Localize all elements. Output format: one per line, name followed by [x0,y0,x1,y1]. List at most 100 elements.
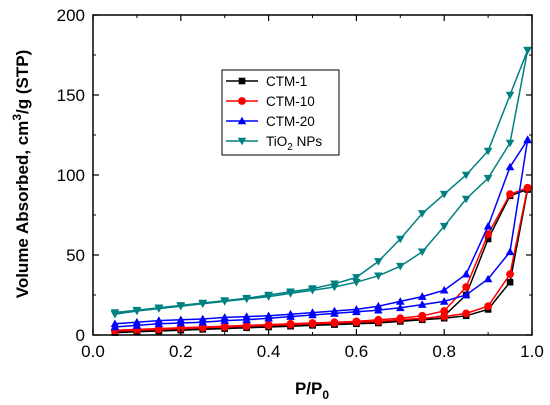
data-point [484,302,492,311]
data-point [132,306,142,315]
data-point [417,300,427,308]
data-point [286,288,295,297]
data-point [374,315,383,324]
x-tick-label: 0.0 [81,342,105,361]
x-tick-label: 1.0 [520,342,544,361]
data-point [418,311,427,320]
data-point [483,174,493,183]
x-tick-label: 0.4 [257,342,281,361]
data-point [439,297,449,305]
legend-label-name: TiO [266,134,287,149]
data-point [238,97,246,105]
data-point [417,292,427,300]
data-point [396,235,405,244]
data-point [242,321,251,330]
series-3 [110,46,532,319]
data-point [330,280,339,289]
data-point [238,77,246,85]
data-point [461,195,471,204]
data-point [461,290,471,299]
legend-label-name: CTM-1 [266,74,307,89]
data-point [374,301,383,310]
data-point [396,262,405,271]
data-point [237,137,247,146]
data-point [374,272,383,281]
data-point [176,302,186,310]
data-point [523,135,532,144]
data-point [220,313,229,321]
data-point [505,91,515,100]
y-tick-label: 0 [76,326,85,345]
data-point [264,320,273,329]
data-point [308,319,317,327]
data-point [110,309,120,317]
data-point [352,305,361,313]
legend-item-0: CTM-1 [226,74,307,89]
y-axis-title-main: Volume Absorbed, cm [13,121,32,299]
x-tick-label: 0.2 [169,342,193,361]
legend-item-3: TiO2 NPs [226,134,322,153]
x-tick-label: 0.6 [345,342,369,361]
data-point [264,291,273,300]
data-point [462,309,471,318]
legend-label: CTM-10 [266,94,315,109]
plot-background [93,15,532,335]
data-point [110,319,120,328]
legend-label-name: CTM-20 [266,114,315,129]
data-point [396,303,405,312]
data-point [440,312,449,321]
data-point [352,278,361,287]
data-point [308,308,317,316]
data-point [483,147,493,156]
legend-item-2: CTM-20 [226,114,315,129]
data-point [154,316,164,324]
y-tick-label: 200 [57,6,85,25]
data-point [352,274,361,282]
data-point [237,116,247,125]
y-tick-label: 100 [57,166,85,185]
data-point [308,285,317,293]
legend-label-name: CTM-10 [266,94,315,109]
data-point [439,222,449,231]
data-point [374,258,383,266]
data-point [483,221,493,230]
data-point [505,139,515,148]
x-axis-title-subscript: 0 [322,388,329,402]
data-point [483,274,493,283]
data-point [198,314,208,323]
data-point [484,235,492,243]
legend-item-1: CTM-10 [226,94,315,109]
data-point [440,307,449,315]
legend: CTM-1 CTM-10 CTM-20 TiO2 NPs [221,69,340,156]
data-point [461,269,471,278]
x-axis-title-main: P/P [295,379,322,398]
data-point [417,248,427,257]
data-point [523,46,532,55]
legend-label-suffix: NPs [293,134,323,149]
data-point [220,297,229,305]
data-point [220,322,229,331]
data-point [330,306,339,315]
series-2 [110,135,532,331]
legend-label: CTM-1 [266,74,307,89]
data-point [439,190,449,199]
data-point [242,312,251,320]
legend-label-subscript: 2 [287,142,293,153]
y-tick-label: 150 [57,86,85,105]
x-axis-title: P/P0 [295,379,329,402]
data-point [154,304,164,313]
data-point [417,210,427,218]
data-point [506,278,514,286]
data-point [505,162,515,171]
data-point [176,315,186,324]
data-point [264,311,273,320]
data-point [198,299,208,308]
data-point [505,247,515,256]
data-point [330,318,339,327]
legend-label: CTM-20 [266,114,315,129]
axes-layer: 0.0 0.2 0.4 0.6 0.8 1.0 0 50 100 150 200 [57,6,544,361]
data-point [462,283,471,291]
data-point [374,305,383,314]
data-point [523,183,532,192]
